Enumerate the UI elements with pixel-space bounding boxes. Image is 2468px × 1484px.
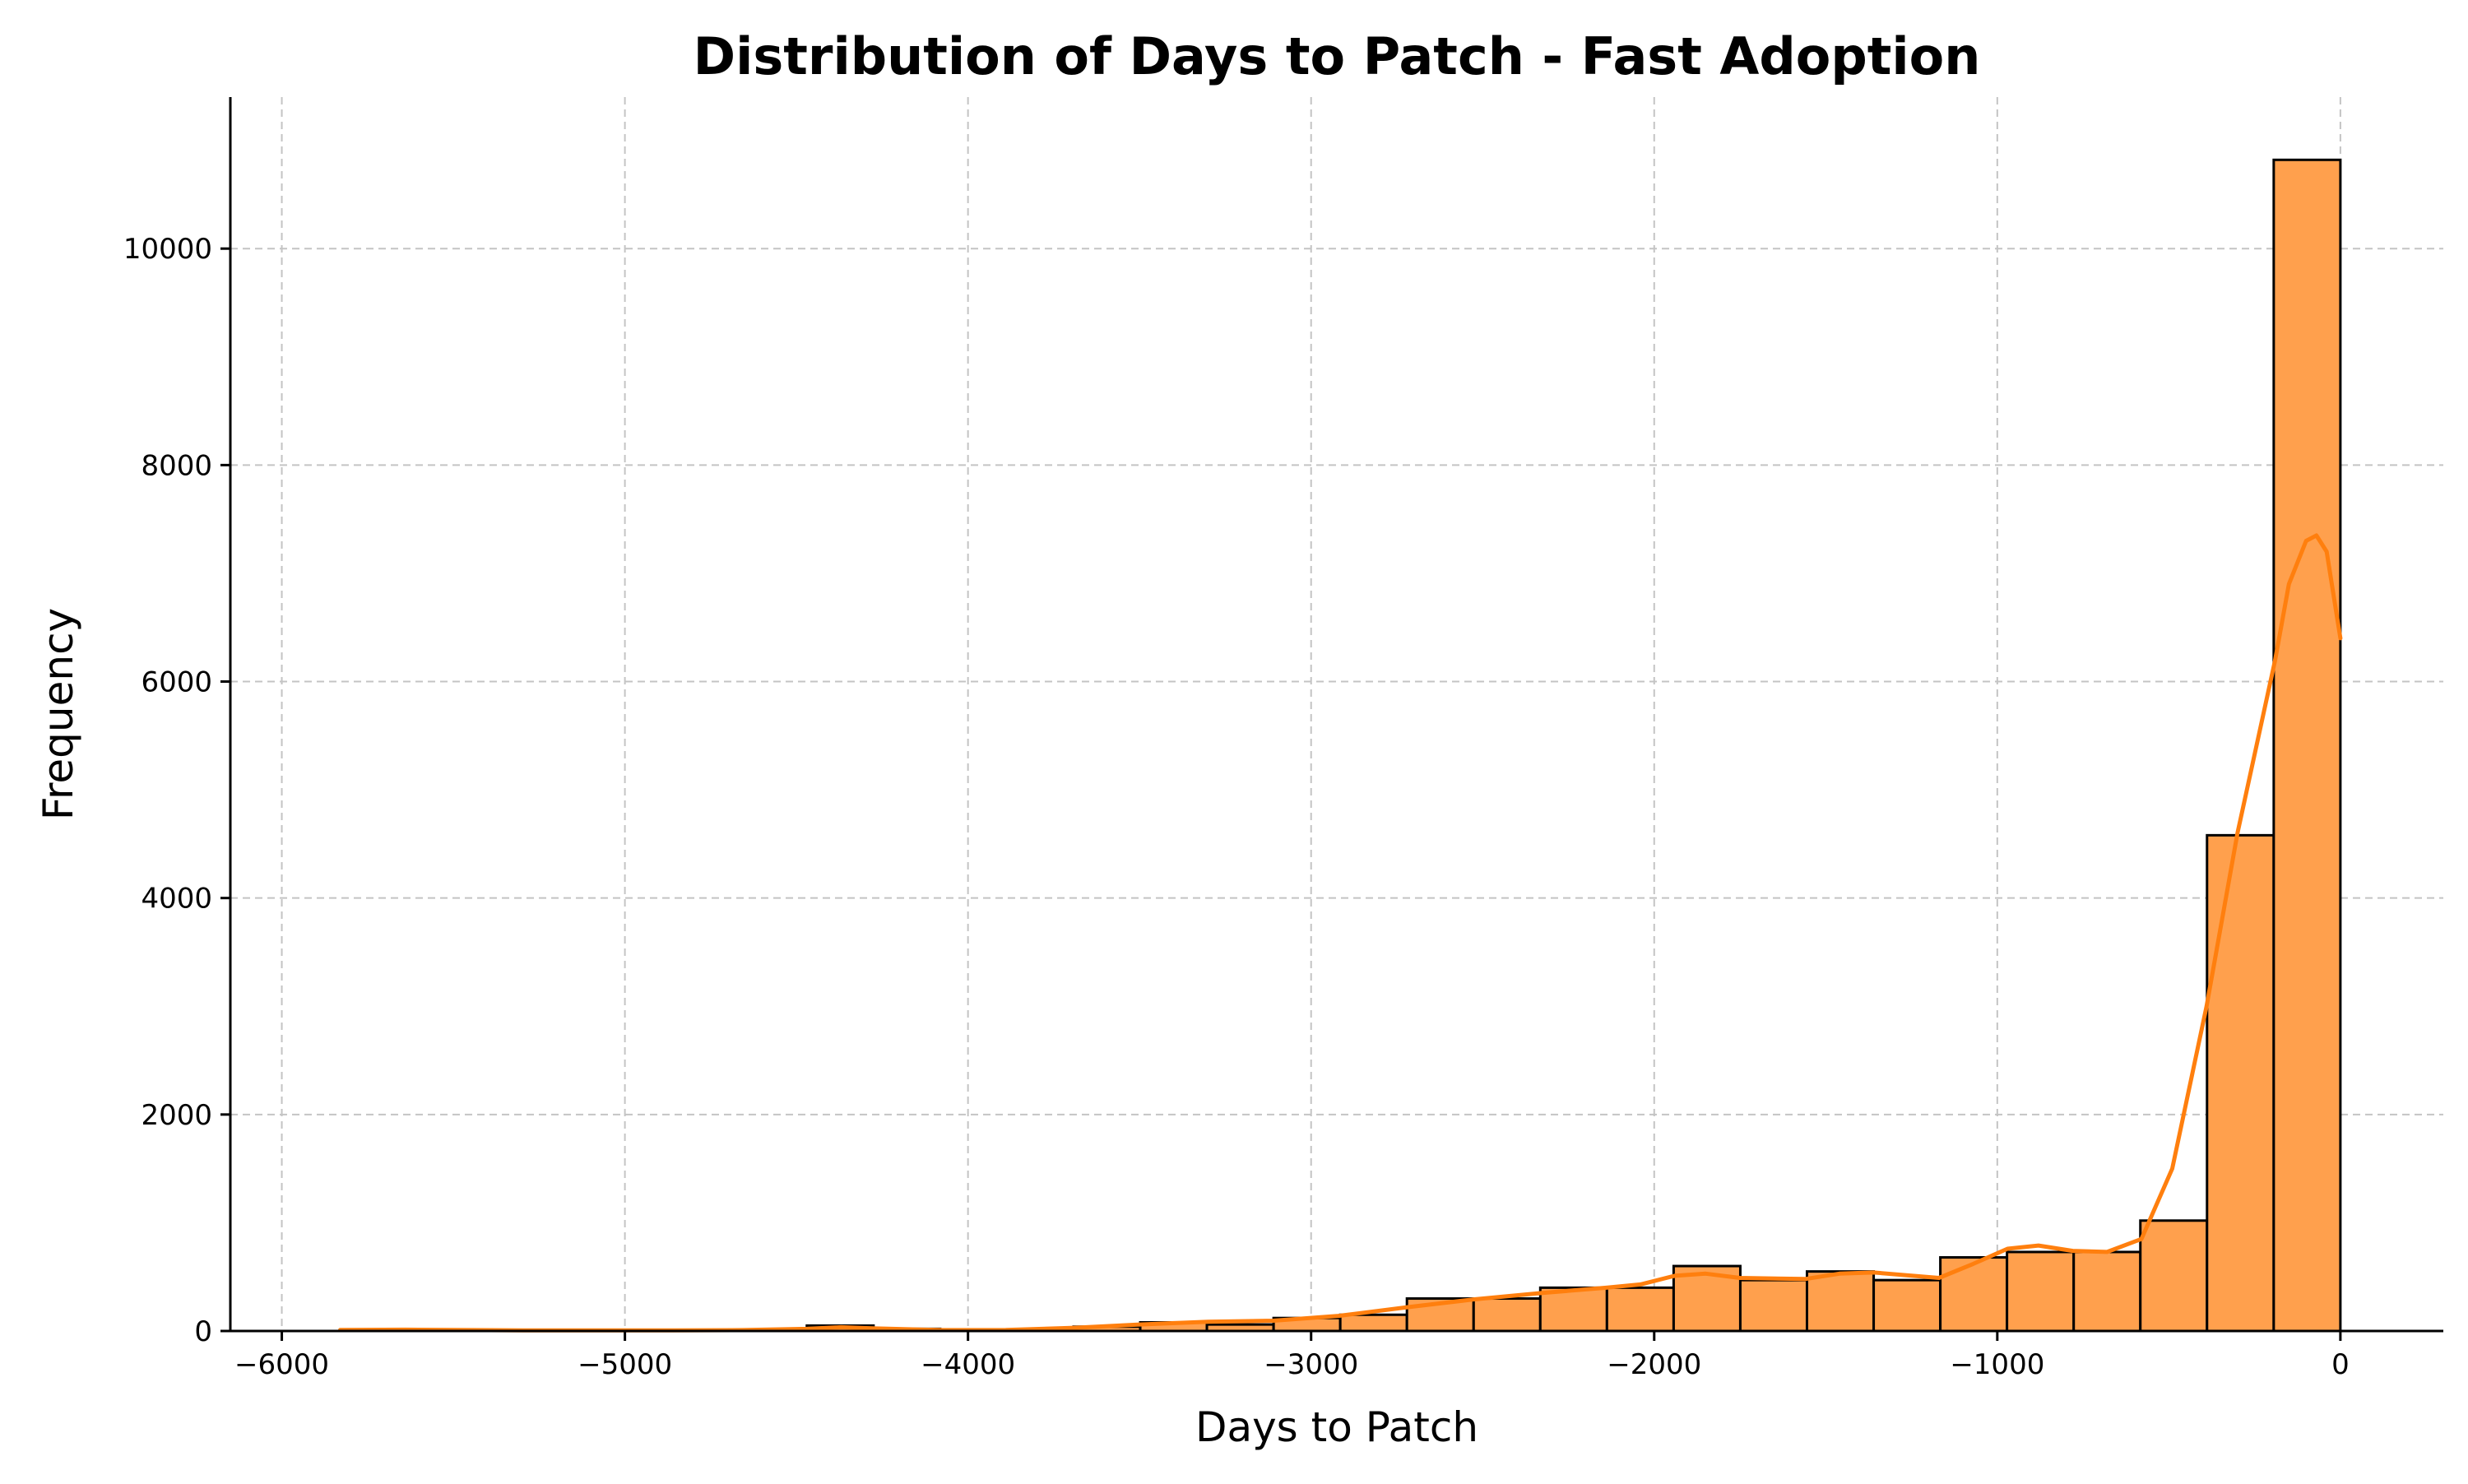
histogram-bar xyxy=(2006,1250,2076,1333)
x-tick-label: −2000 xyxy=(1607,1348,1701,1381)
histogram-bar xyxy=(2272,158,2342,1333)
x-tick-label: −6000 xyxy=(234,1348,329,1381)
histogram-bar xyxy=(2139,1219,2209,1333)
grid-layer xyxy=(230,97,2443,1332)
x-axis-label: Days to Patch xyxy=(1195,1403,1478,1451)
bars-layer xyxy=(338,158,2342,1333)
kde-layer xyxy=(338,533,2343,1333)
histogram-bar xyxy=(1738,1278,1808,1333)
histogram-bar xyxy=(2206,833,2275,1333)
histogram-bar xyxy=(1805,1270,1876,1333)
ticks-layer: −6000 −5000 −4000 −3000 −2000 −1000 0 0 2000 4000… xyxy=(123,233,2350,1381)
y-tick-label: 0 xyxy=(194,1315,212,1348)
y-tick-label: 2000 xyxy=(141,1099,212,1132)
histogram-bar xyxy=(1939,1256,2009,1333)
x-tick-label: 0 xyxy=(2331,1348,2350,1381)
y-tick-label: 8000 xyxy=(141,449,212,482)
histogram-bar xyxy=(2072,1250,2142,1333)
y-tick-label: 6000 xyxy=(141,666,212,699)
y-axis-label: Frequency xyxy=(35,608,82,820)
x-tick-label: −5000 xyxy=(578,1348,672,1381)
histogram-bar xyxy=(1338,1313,1408,1333)
chart-title: Distribution of Days to Patch - Fast Ado… xyxy=(694,26,1981,86)
y-tick-label: 10000 xyxy=(123,233,212,266)
x-tick-label: −4000 xyxy=(921,1348,1015,1381)
histogram-bar xyxy=(1872,1278,1942,1333)
histogram-bar xyxy=(1605,1286,1675,1333)
histogram-bar xyxy=(1472,1297,1542,1333)
y-tick-label: 4000 xyxy=(141,883,212,916)
kde-curve xyxy=(338,533,2343,1333)
axes-layer xyxy=(229,97,2443,1333)
x-tick-label: −3000 xyxy=(1264,1348,1358,1381)
x-tick-label: −1000 xyxy=(1950,1348,2044,1381)
